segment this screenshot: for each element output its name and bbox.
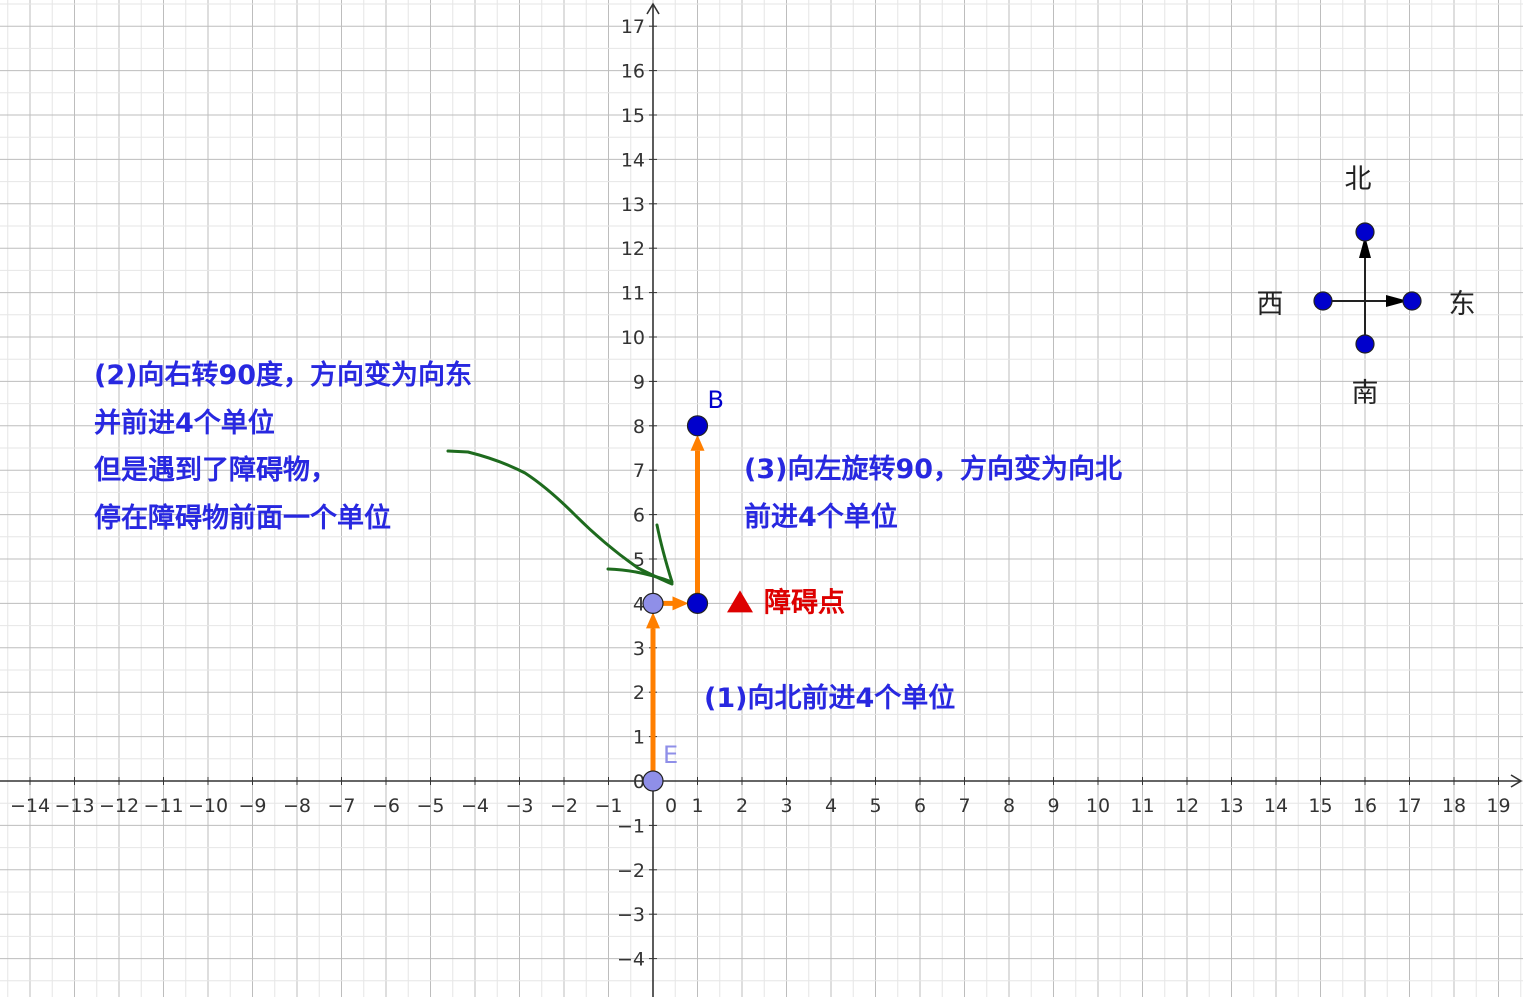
compass-north-label: 北 [1345, 164, 1372, 195]
point-B [686, 415, 709, 437]
x-tick-label: 16 [1353, 795, 1377, 817]
y-tick-label: 6 [633, 505, 645, 527]
y-tick-label: 11 [621, 283, 645, 305]
y-tick-label: 1 [633, 727, 645, 749]
x-tick-label: 4 [825, 795, 837, 817]
x-tick-label: −8 [283, 795, 311, 817]
x-tick-label: −3 [505, 795, 533, 817]
y-tick-label: 8 [633, 416, 645, 438]
obstacle-label: 障碍点 [764, 586, 845, 618]
x-tick-label: −7 [327, 795, 355, 817]
x-tick-label: 8 [1003, 795, 1015, 817]
obstacle-triangle-icon [727, 590, 753, 613]
x-tick-label: −11 [143, 795, 183, 817]
compass-west-label: 西 [1257, 289, 1284, 320]
x-tick-label: 15 [1308, 795, 1332, 817]
pointer-head-right [655, 523, 674, 584]
points: EB [642, 386, 724, 792]
pointer-stroke [446, 449, 674, 586]
annotation-step3-line2: 前进4个单位 [744, 501, 898, 533]
x-tick-label: 12 [1175, 795, 1199, 817]
tick-labels: −14 −13 −12 −11 −10 −9 −8 −7 −6 −5 −4 −3 −2 −1 1 2 3 4 5 6 7… [10, 16, 1511, 970]
x-tick-label: −1 [594, 795, 622, 817]
y-tick-label: 10 [621, 327, 645, 349]
x-tick-label: −10 [188, 795, 228, 817]
x-tick-label: 18 [1442, 795, 1466, 817]
annotation-step1: (1)向北前进4个单位 [704, 682, 955, 714]
x-tick-label: −4 [461, 795, 489, 817]
path-arrowhead-icon [646, 612, 660, 629]
x-tick-label: 2 [736, 795, 748, 817]
point-P1 [642, 592, 664, 615]
y-tick-label: −4 [617, 949, 645, 971]
compass-rose: 北 南 东 西 [1257, 164, 1476, 409]
point-P2 [686, 592, 709, 615]
compass-east-label: 东 [1449, 289, 1476, 320]
path-arrowhead-icon [690, 434, 705, 451]
x-tick-label: 10 [1086, 795, 1110, 817]
y-tick-label: 9 [633, 371, 645, 393]
annotation-step2-line3: 但是遇到了障碍物， [94, 454, 337, 486]
x-origin-label: 0 [665, 795, 677, 817]
annotation-step3-line1: (3)向左旋转90，方向变为向北 [744, 453, 1122, 485]
x-tick-label: −6 [372, 795, 400, 817]
y-axis-arrow-icon [646, 2, 660, 15]
y-tick-label: −2 [617, 860, 645, 882]
x-tick-label: −5 [416, 795, 444, 817]
x-tick-label: 19 [1486, 795, 1510, 817]
x-tick-label: −12 [99, 795, 139, 817]
compass-west-point [1313, 291, 1333, 311]
compass-south-point [1355, 334, 1375, 354]
x-tick-label: 3 [780, 795, 792, 817]
x-tick-label: 1 [691, 795, 703, 817]
annotation-step2-line4: 停在障碍物前面一个单位 [94, 502, 391, 534]
compass-north-point [1355, 222, 1375, 242]
x-tick-label: −9 [238, 795, 266, 817]
y-tick-label: 16 [621, 61, 645, 83]
y-tick-label: 15 [621, 105, 645, 127]
y-tick-label: 7 [633, 460, 645, 482]
y-tick-label: 3 [633, 638, 645, 660]
y-tick-label: 13 [621, 194, 645, 216]
y-tick-label: −3 [617, 904, 645, 926]
annotation-step2-line2: 并前进4个单位 [94, 407, 275, 439]
annotation-step2-line1: (2)向右转90度，方向变为向东 [94, 359, 472, 391]
x-tick-label: 17 [1397, 795, 1421, 817]
point-label-B: B [708, 386, 724, 414]
x-tick-label: 7 [958, 795, 970, 817]
x-tick-label: 13 [1219, 795, 1243, 817]
x-tick-label: 6 [914, 795, 926, 817]
east-arrow-icon [1386, 295, 1408, 307]
x-tick-label: 14 [1264, 795, 1288, 817]
x-tick-label: 9 [1047, 795, 1059, 817]
point-label-E: E [663, 741, 678, 769]
pointer-arrow [446, 449, 674, 586]
path-arrowhead-icon [672, 596, 689, 611]
y-tick-label: 12 [621, 238, 645, 260]
y-tick-label: 14 [621, 149, 645, 171]
compass-east-point [1402, 291, 1422, 311]
y-tick-label: 17 [621, 16, 645, 38]
pointer-head-left [606, 567, 674, 584]
y-tick-label: 2 [633, 682, 645, 704]
y-tick-label: −1 [617, 815, 645, 837]
x-tick-label: −13 [54, 795, 94, 817]
x-tick-label: 11 [1130, 795, 1154, 817]
y-origin-label: 0 [633, 771, 645, 793]
x-tick-label: −2 [550, 795, 578, 817]
x-tick-label: −14 [10, 795, 50, 817]
obstacle-marker: 障碍点 [727, 586, 845, 618]
north-arrow-icon [1359, 236, 1371, 258]
x-axis-arrow-icon [1510, 774, 1523, 788]
compass-south-label: 南 [1352, 378, 1379, 409]
x-tick-label: 5 [869, 795, 881, 817]
point-E [642, 770, 664, 792]
y-tick-label: 4 [633, 593, 645, 615]
